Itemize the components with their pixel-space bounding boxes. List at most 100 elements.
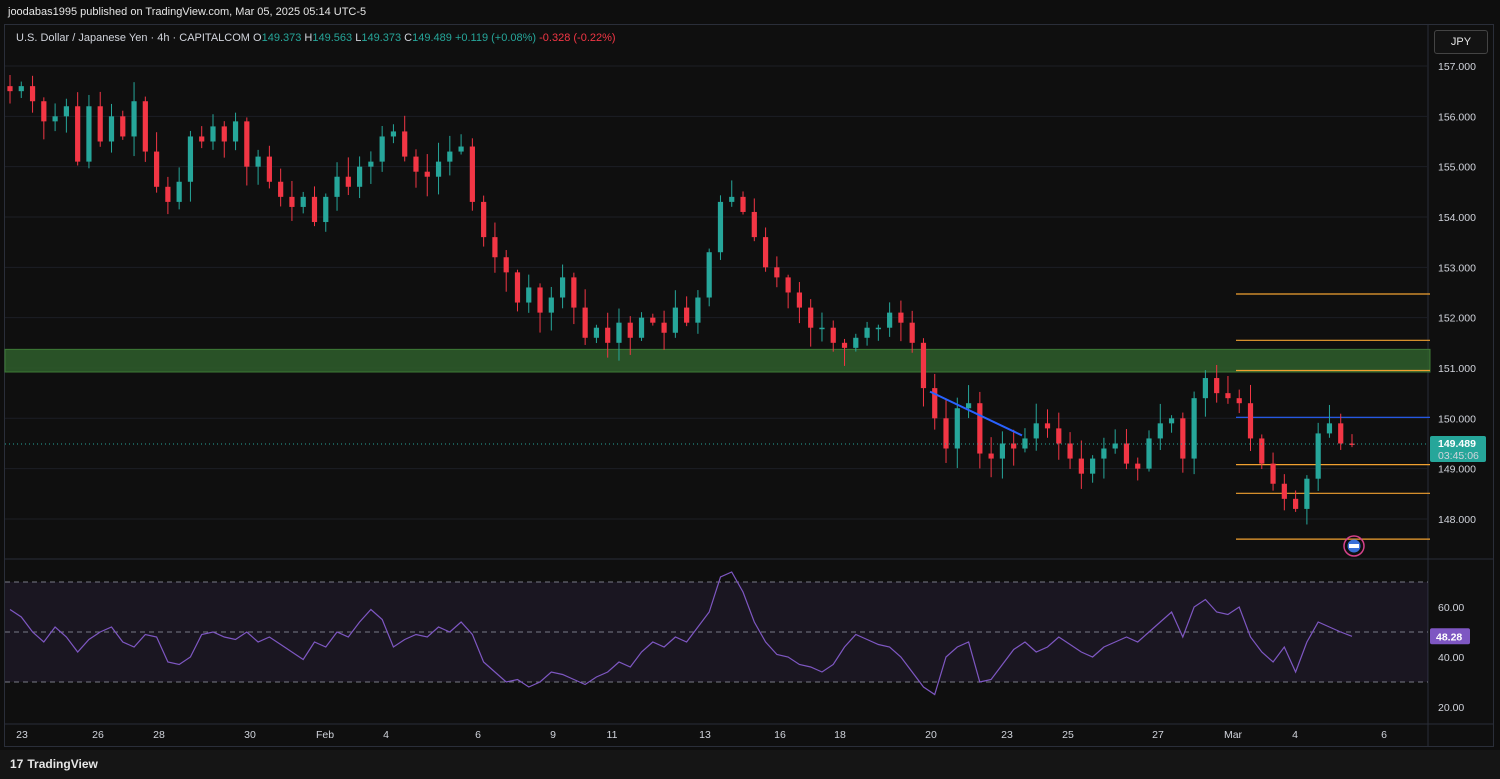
- candle-body: [729, 196, 735, 202]
- legend-change: +0.119 (+0.08%): [454, 32, 537, 44]
- legend-open-label: O: [253, 32, 262, 44]
- tradingview-logo-icon: 17: [10, 757, 24, 771]
- candle-body: [1191, 398, 1197, 459]
- time-tick-label: Feb: [316, 729, 334, 741]
- candle-body: [300, 196, 306, 207]
- legend-change-2: -0.328 (-0.22%): [539, 32, 616, 44]
- candle-body: [7, 86, 13, 92]
- rsi-line: [9, 571, 1353, 696]
- candle-body: [402, 131, 408, 157]
- candle-body: [244, 121, 250, 167]
- candle-body: [255, 156, 261, 167]
- candle-body: [481, 201, 487, 238]
- candle-body: [1338, 423, 1344, 444]
- chart-frame: [4, 24, 1494, 747]
- support-zone: [4, 348, 1431, 373]
- price-tick-label: 149.000: [1438, 464, 1476, 476]
- candle-body: [18, 86, 24, 92]
- time-tick-label: 23: [16, 729, 28, 741]
- tradingview-brand[interactable]: 17 TradingView: [10, 757, 98, 771]
- price-tick-label: 154.000: [1438, 212, 1476, 224]
- candle-body: [650, 317, 656, 323]
- candle-body: [1078, 458, 1084, 474]
- us-flag-stripe-icon: [1349, 544, 1359, 548]
- candle-body: [762, 237, 769, 268]
- candle-body: [526, 287, 532, 303]
- candle-body: [661, 322, 667, 333]
- candle-body: [684, 307, 690, 323]
- time-tick-label: 26: [92, 729, 104, 741]
- candle-body: [774, 267, 780, 278]
- candle-body: [706, 252, 712, 298]
- candle-body: [1090, 458, 1096, 474]
- candle-body: [165, 186, 171, 202]
- rsi-tick-label: 20.00: [1438, 702, 1464, 714]
- candle-body: [909, 322, 915, 343]
- candle-body: [447, 151, 453, 162]
- candle-body: [1281, 483, 1287, 499]
- candle-body: [717, 201, 724, 253]
- price-tick-label: 152.000: [1438, 313, 1476, 325]
- candle-body: [819, 327, 825, 330]
- candle-body: [977, 403, 983, 454]
- candle-body: [1011, 443, 1017, 449]
- candle-body: [154, 151, 160, 187]
- candle-body: [1180, 418, 1186, 459]
- candle-body: [537, 287, 543, 313]
- candle-body: [356, 166, 363, 187]
- last-price-label: 149.489: [1438, 438, 1476, 450]
- candle-body: [751, 211, 757, 238]
- candle-body: [221, 126, 227, 142]
- candle-body: [1349, 443, 1355, 445]
- candle-body: [1033, 423, 1039, 439]
- candle-body: [232, 121, 239, 142]
- currency-button[interactable]: JPY: [1434, 30, 1488, 54]
- candle-body: [1236, 398, 1242, 404]
- time-tick-label: 4: [383, 729, 389, 741]
- time-tick-label: 30: [244, 729, 256, 741]
- candle-body: [1225, 393, 1231, 399]
- legend-high: 149.563: [312, 32, 353, 44]
- candle-body: [559, 277, 566, 298]
- candle-body: [841, 342, 848, 348]
- time-tick-label: 27: [1152, 729, 1164, 741]
- candle-body: [176, 181, 182, 202]
- candle-body: [1247, 403, 1254, 439]
- candle-body: [830, 327, 836, 343]
- candle-body: [1135, 463, 1141, 469]
- candle-body: [514, 272, 521, 303]
- candle-body: [1123, 443, 1130, 464]
- candle-body: [334, 176, 340, 197]
- candle-body: [52, 116, 58, 122]
- candle-body: [638, 317, 645, 338]
- candle-body: [672, 307, 678, 333]
- price-tick-label: 151.000: [1438, 363, 1476, 375]
- candle-body: [41, 101, 47, 122]
- candle-body: [311, 196, 318, 223]
- price-tick-label: 155.000: [1438, 162, 1476, 174]
- rsi-tick-label: 60.00: [1438, 602, 1464, 614]
- time-tick-label: 11: [607, 729, 618, 741]
- candle-body: [345, 176, 351, 187]
- candle-body: [582, 307, 588, 338]
- candle-body: [853, 337, 859, 348]
- candle-body: [740, 196, 746, 212]
- legend-close-label: C: [404, 32, 413, 44]
- legend-high-label: H: [304, 32, 313, 44]
- candle-body: [965, 403, 972, 409]
- candle-body: [142, 101, 148, 152]
- time-tick-label: 18: [834, 729, 846, 741]
- candle-body: [605, 327, 611, 343]
- candle-body: [1326, 423, 1333, 434]
- candle-body: [1214, 378, 1220, 394]
- candle-body: [29, 86, 36, 102]
- candle-body: [920, 342, 927, 389]
- candle-body: [943, 418, 949, 449]
- candle-body: [785, 277, 791, 293]
- candle-body: [199, 136, 205, 142]
- candle-body: [492, 237, 498, 258]
- candle-body: [875, 327, 881, 330]
- time-tick-label: 16: [774, 729, 786, 741]
- time-tick-label: 9: [550, 729, 556, 741]
